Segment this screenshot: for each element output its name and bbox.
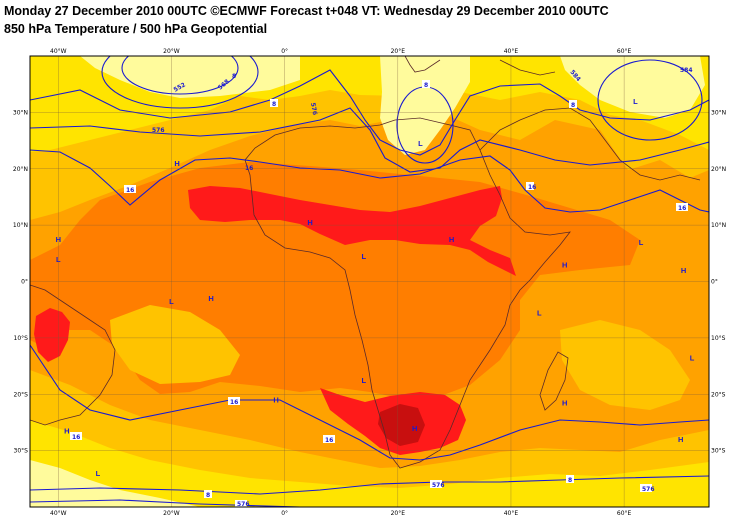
svg-text:576: 576 xyxy=(152,127,165,134)
svg-text:8: 8 xyxy=(568,477,572,484)
svg-text:8: 8 xyxy=(571,102,575,109)
longitude-tick-label-bottom: 0° xyxy=(281,510,288,517)
high-pressure-marker: H xyxy=(678,435,683,444)
gold-indian-patch xyxy=(560,320,690,410)
svg-text:8: 8 xyxy=(206,492,210,499)
chart-title-line-2: 850 hPa Temperature / 500 hPa Geopotenti… xyxy=(4,22,268,36)
svg-text:16: 16 xyxy=(325,437,333,444)
high-pressure-marker: H xyxy=(681,266,686,275)
low-pressure-marker: L xyxy=(418,139,423,148)
svg-text:584: 584 xyxy=(680,67,693,74)
low-pressure-marker: L xyxy=(96,469,101,478)
latitude-tick-label-left: 20°N xyxy=(13,166,28,173)
latitude-tick-label-right: 20°S xyxy=(711,391,726,398)
longitude-tick-label-bottom: 60°E xyxy=(617,510,632,517)
high-pressure-marker: H xyxy=(307,218,312,227)
graticule xyxy=(30,56,709,507)
longitude-tick-label-bottom: 20°E xyxy=(391,510,406,517)
geopotential-contours xyxy=(30,56,709,507)
latitude-tick-label-right: 0° xyxy=(711,279,718,286)
isotherm-16 xyxy=(30,149,709,461)
yellow-south-band xyxy=(30,420,709,507)
svg-text:8: 8 xyxy=(232,73,236,80)
high-pressure-marker: H xyxy=(562,260,567,269)
low-pressure-marker: L xyxy=(633,97,638,106)
pale-south-west xyxy=(30,460,200,507)
longitude-tick-label-top: 40°W xyxy=(50,48,67,55)
low-pressure-marker: L xyxy=(362,376,367,385)
red-sahel-band xyxy=(188,186,516,276)
svg-text:16: 16 xyxy=(528,184,536,191)
pale-north-west xyxy=(80,56,300,98)
latitude-tick-label-right: 10°N xyxy=(711,222,726,229)
latitude-tick-label-right: 30°N xyxy=(711,109,726,116)
svg-text:16: 16 xyxy=(230,399,238,406)
svg-text:16: 16 xyxy=(72,434,80,441)
svg-text:16: 16 xyxy=(678,205,686,212)
low-pressure-marker: L xyxy=(537,308,542,317)
low-pressure-marker: L xyxy=(639,238,644,247)
latitude-tick-label-left: 20°S xyxy=(14,391,29,398)
longitude-tick-label-top: 20°W xyxy=(163,48,180,55)
high-pressure-marker: H xyxy=(64,427,69,436)
coastlines xyxy=(30,56,701,469)
gold-atlantic-patch xyxy=(110,305,240,384)
svg-text:8: 8 xyxy=(272,101,276,108)
high-pressure-marker: H xyxy=(208,294,213,303)
longitude-tick-label-top: 0° xyxy=(281,48,288,55)
svg-text:8: 8 xyxy=(424,82,428,89)
longitude-tick-label-bottom: 40°E xyxy=(504,510,519,517)
low-pressure-marker: L xyxy=(690,353,695,362)
latitude-tick-label-right: 30°S xyxy=(711,448,726,455)
longitude-tick-label-top: 60°E xyxy=(617,48,632,55)
darkred-southern-africa xyxy=(378,404,425,446)
high-pressure-marker: H xyxy=(449,235,454,244)
latitude-tick-label-left: 0° xyxy=(21,279,28,286)
svg-text:576: 576 xyxy=(642,486,655,493)
contour-labels: 552 568 576 584 8 16 576 584 8 8 8 16 16… xyxy=(70,67,693,508)
tick-labels: 40°W 40°W 20°W 20°W 0° 0° 20°E 20°E 40°E 40°E 60°E… xyxy=(13,48,726,517)
latitude-tick-label-right: 10°S xyxy=(711,335,726,342)
latitude-tick-label-left: 30°N xyxy=(13,109,28,116)
red-brazil-patch xyxy=(34,308,70,362)
svg-text:576: 576 xyxy=(237,501,250,508)
svg-text:576: 576 xyxy=(309,102,318,116)
svg-text:16: 16 xyxy=(126,187,134,194)
latitude-tick-label-right: 20°N xyxy=(711,166,726,173)
low-pressure-marker: L xyxy=(362,252,367,261)
longitude-tick-label-bottom: 40°W xyxy=(50,510,67,517)
pale-trough xyxy=(380,56,470,155)
chart-title-line-1: Monday 27 December 2010 00UTC ©ECMWF For… xyxy=(4,4,609,18)
latitude-tick-label-left: 30°S xyxy=(14,448,29,455)
high-pressure-marker: H xyxy=(174,159,179,168)
longitude-tick-label-bottom: 20°W xyxy=(163,510,180,517)
longitude-tick-label-top: 40°E xyxy=(504,48,519,55)
svg-text:576: 576 xyxy=(432,482,445,489)
latitude-tick-label-left: 10°S xyxy=(14,335,29,342)
latitude-tick-label-left: 10°N xyxy=(13,222,28,229)
high-pressure-marker: H xyxy=(273,396,278,405)
pale-north-east xyxy=(560,56,705,118)
high-pressure-marker: H xyxy=(562,399,567,408)
longitude-tick-label-top: 20°E xyxy=(391,48,406,55)
map-frame xyxy=(29,55,710,508)
high-pressure-marker: H xyxy=(412,424,417,433)
